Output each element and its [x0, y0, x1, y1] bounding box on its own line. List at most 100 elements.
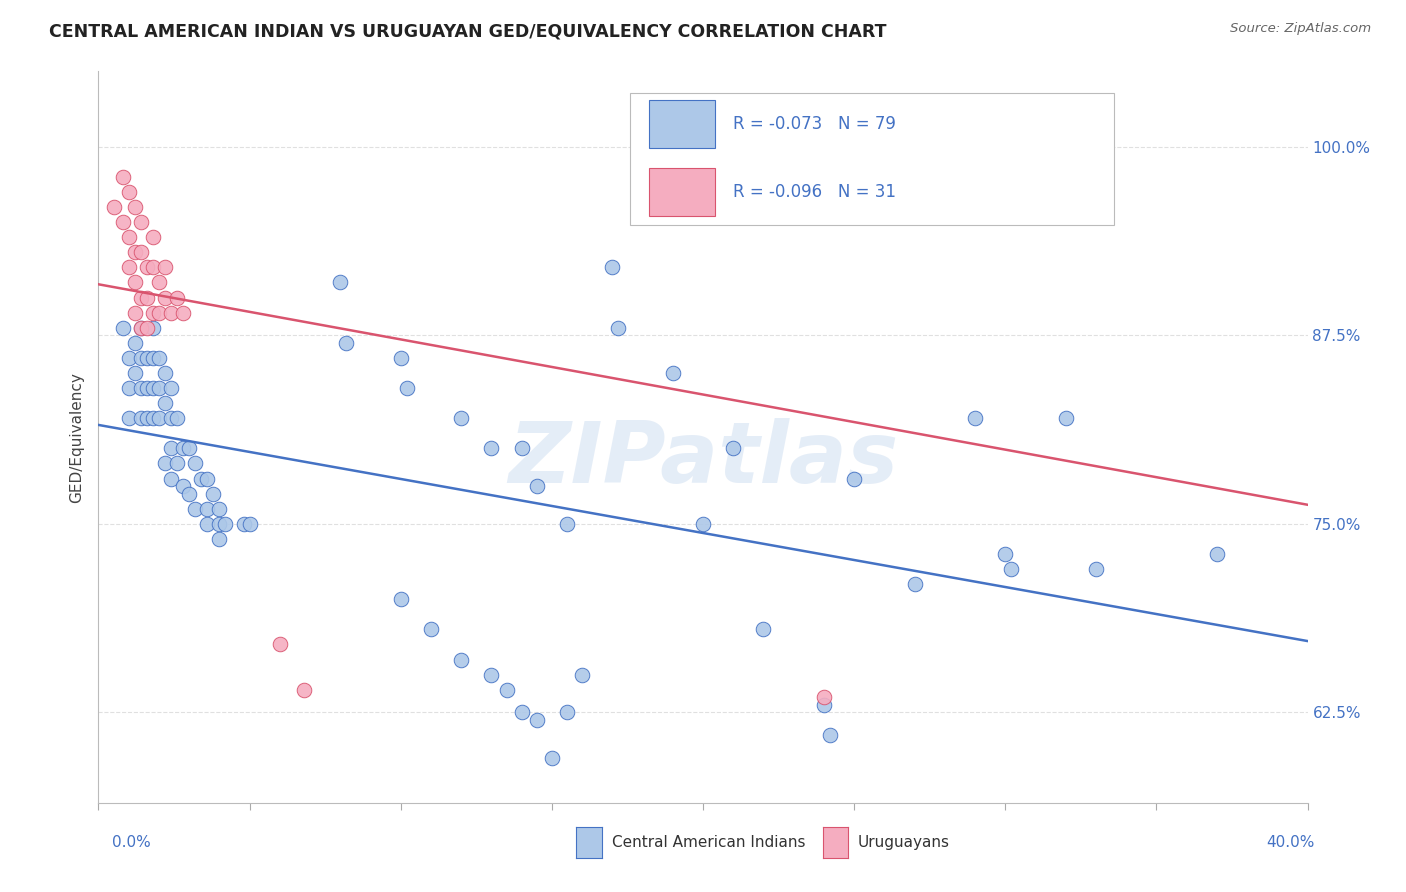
Point: [195, 501, 218, 516]
Point: [190, 471, 212, 485]
Point: [184, 501, 207, 516]
Point: [111, 215, 134, 229]
Text: Uruguayans: Uruguayans: [858, 835, 949, 850]
Point: [450, 652, 472, 666]
Point: [111, 169, 134, 184]
Point: [292, 682, 315, 697]
Point: [602, 260, 624, 275]
Point: [555, 706, 578, 720]
Point: [329, 276, 352, 290]
Point: [118, 260, 141, 275]
Point: [239, 516, 262, 531]
Point: [607, 320, 630, 334]
Point: [232, 516, 254, 531]
Text: ZIPatlas: ZIPatlas: [508, 417, 898, 500]
Point: [160, 381, 183, 395]
Point: [148, 351, 170, 365]
Point: [481, 442, 503, 456]
Point: [142, 230, 165, 244]
Point: [129, 320, 152, 334]
Point: [124, 200, 146, 214]
Point: [904, 577, 927, 591]
Point: [752, 623, 775, 637]
Point: [495, 682, 517, 697]
Point: [389, 592, 412, 607]
Y-axis label: GED/Equivalency: GED/Equivalency: [69, 372, 84, 502]
Point: [118, 381, 141, 395]
Point: [153, 260, 176, 275]
Point: [135, 260, 157, 275]
Point: [124, 276, 146, 290]
Point: [142, 411, 165, 425]
FancyBboxPatch shape: [630, 94, 1114, 225]
Point: [450, 411, 472, 425]
Point: [135, 351, 157, 365]
Point: [208, 516, 231, 531]
Point: [510, 706, 533, 720]
Point: [129, 411, 152, 425]
Point: [129, 381, 152, 395]
Point: [142, 351, 165, 365]
Text: Central American Indians: Central American Indians: [612, 835, 806, 850]
Point: [129, 291, 152, 305]
Point: [510, 442, 533, 456]
Point: [179, 442, 201, 456]
Point: [148, 381, 170, 395]
Point: [129, 215, 152, 229]
Point: [148, 276, 170, 290]
Point: [118, 230, 141, 244]
Point: [1085, 140, 1108, 154]
Point: [813, 698, 835, 712]
Point: [965, 411, 987, 425]
Point: [172, 442, 194, 456]
Point: [124, 335, 146, 350]
Point: [135, 411, 157, 425]
FancyBboxPatch shape: [648, 169, 716, 216]
Point: [395, 381, 418, 395]
Point: [526, 713, 548, 727]
Point: [813, 690, 835, 705]
Point: [202, 486, 225, 500]
Point: [124, 366, 146, 380]
Point: [135, 381, 157, 395]
Point: [148, 411, 170, 425]
Point: [142, 381, 165, 395]
Point: [166, 457, 188, 471]
Point: [103, 200, 125, 214]
Point: [335, 335, 357, 350]
Point: [526, 479, 548, 493]
Point: [723, 442, 745, 456]
Point: [124, 245, 146, 260]
Text: R = -0.073   N = 79: R = -0.073 N = 79: [734, 115, 896, 133]
Point: [214, 516, 236, 531]
Point: [208, 532, 231, 546]
Point: [135, 320, 157, 334]
Point: [1206, 547, 1229, 561]
Point: [118, 185, 141, 199]
Text: CENTRAL AMERICAN INDIAN VS URUGUAYAN GED/EQUIVALENCY CORRELATION CHART: CENTRAL AMERICAN INDIAN VS URUGUAYAN GED…: [49, 22, 887, 40]
Point: [1000, 562, 1022, 576]
Point: [118, 351, 141, 365]
Point: [153, 291, 176, 305]
Point: [153, 396, 176, 410]
Point: [160, 306, 183, 320]
Point: [129, 351, 152, 365]
Point: [208, 501, 231, 516]
Point: [166, 411, 188, 425]
Point: [1054, 411, 1077, 425]
FancyBboxPatch shape: [648, 100, 716, 148]
Text: Source: ZipAtlas.com: Source: ZipAtlas.com: [1230, 22, 1371, 36]
Point: [818, 728, 841, 742]
Point: [692, 516, 714, 531]
Point: [481, 667, 503, 681]
Point: [195, 516, 218, 531]
Text: 0.0%: 0.0%: [112, 836, 152, 850]
Point: [129, 320, 152, 334]
Point: [184, 457, 207, 471]
Point: [160, 411, 183, 425]
Point: [1085, 562, 1108, 576]
Point: [111, 320, 134, 334]
Point: [661, 366, 683, 380]
Point: [153, 457, 176, 471]
Point: [142, 320, 165, 334]
